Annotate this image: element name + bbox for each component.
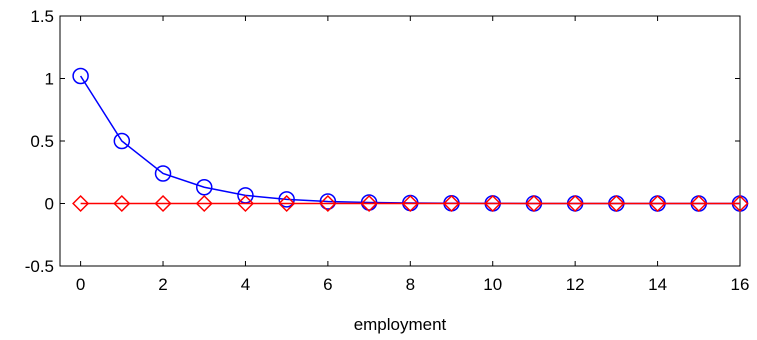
data-point-circle bbox=[195, 179, 213, 196]
x-tick-label: 14 bbox=[648, 275, 667, 294]
data-point-diamond bbox=[113, 194, 131, 213]
data-point-diamond bbox=[649, 194, 667, 213]
y-tick-label: 1.5 bbox=[30, 7, 54, 26]
x-tick-label: 2 bbox=[158, 275, 167, 294]
data-point-diamond bbox=[236, 194, 255, 213]
x-tick-label: 0 bbox=[76, 275, 85, 294]
y-tick-label: 0 bbox=[45, 195, 54, 214]
data-point-circle bbox=[72, 67, 89, 85]
data-point-diamond bbox=[442, 194, 461, 213]
data-point-diamond bbox=[278, 194, 296, 213]
x-tick-label: 6 bbox=[323, 275, 332, 294]
y-tick-label: -0.5 bbox=[25, 257, 54, 276]
data-point-diamond bbox=[566, 194, 584, 213]
x-tick-label: 4 bbox=[241, 275, 250, 294]
x-tick-label: 8 bbox=[406, 275, 415, 294]
data-point-diamond bbox=[360, 194, 378, 213]
data-point-circle bbox=[319, 193, 337, 210]
data-point-diamond bbox=[154, 194, 172, 213]
data-point-diamond bbox=[401, 194, 419, 213]
data-point-circle bbox=[113, 132, 131, 150]
data-point-circle bbox=[278, 191, 295, 208]
x-tick-label: 12 bbox=[566, 275, 585, 294]
plot-area bbox=[59, 15, 741, 267]
y-tick-label: 0.5 bbox=[30, 132, 54, 151]
data-point-diamond bbox=[319, 194, 337, 213]
data-point-diamond bbox=[484, 194, 502, 213]
data-point-diamond bbox=[607, 194, 625, 213]
series-diamond bbox=[72, 194, 749, 213]
data-point-diamond bbox=[731, 194, 749, 213]
axis-tick-labels: 0 2 4 6 8 10 12 14 16 -0.5 0 0.5 1 1.5 bbox=[25, 7, 750, 294]
data-point-diamond bbox=[72, 194, 90, 213]
y-tick-label: 1 bbox=[45, 70, 54, 89]
x-tick-label: 16 bbox=[731, 275, 750, 294]
data-point-diamond bbox=[690, 194, 708, 213]
data-point-diamond bbox=[525, 194, 543, 213]
x-tick-label: 10 bbox=[483, 275, 502, 294]
series-layer bbox=[72, 67, 749, 213]
data-point-diamond bbox=[195, 194, 213, 213]
data-point-circle bbox=[154, 165, 172, 182]
x-axis-label: employment bbox=[354, 315, 447, 334]
